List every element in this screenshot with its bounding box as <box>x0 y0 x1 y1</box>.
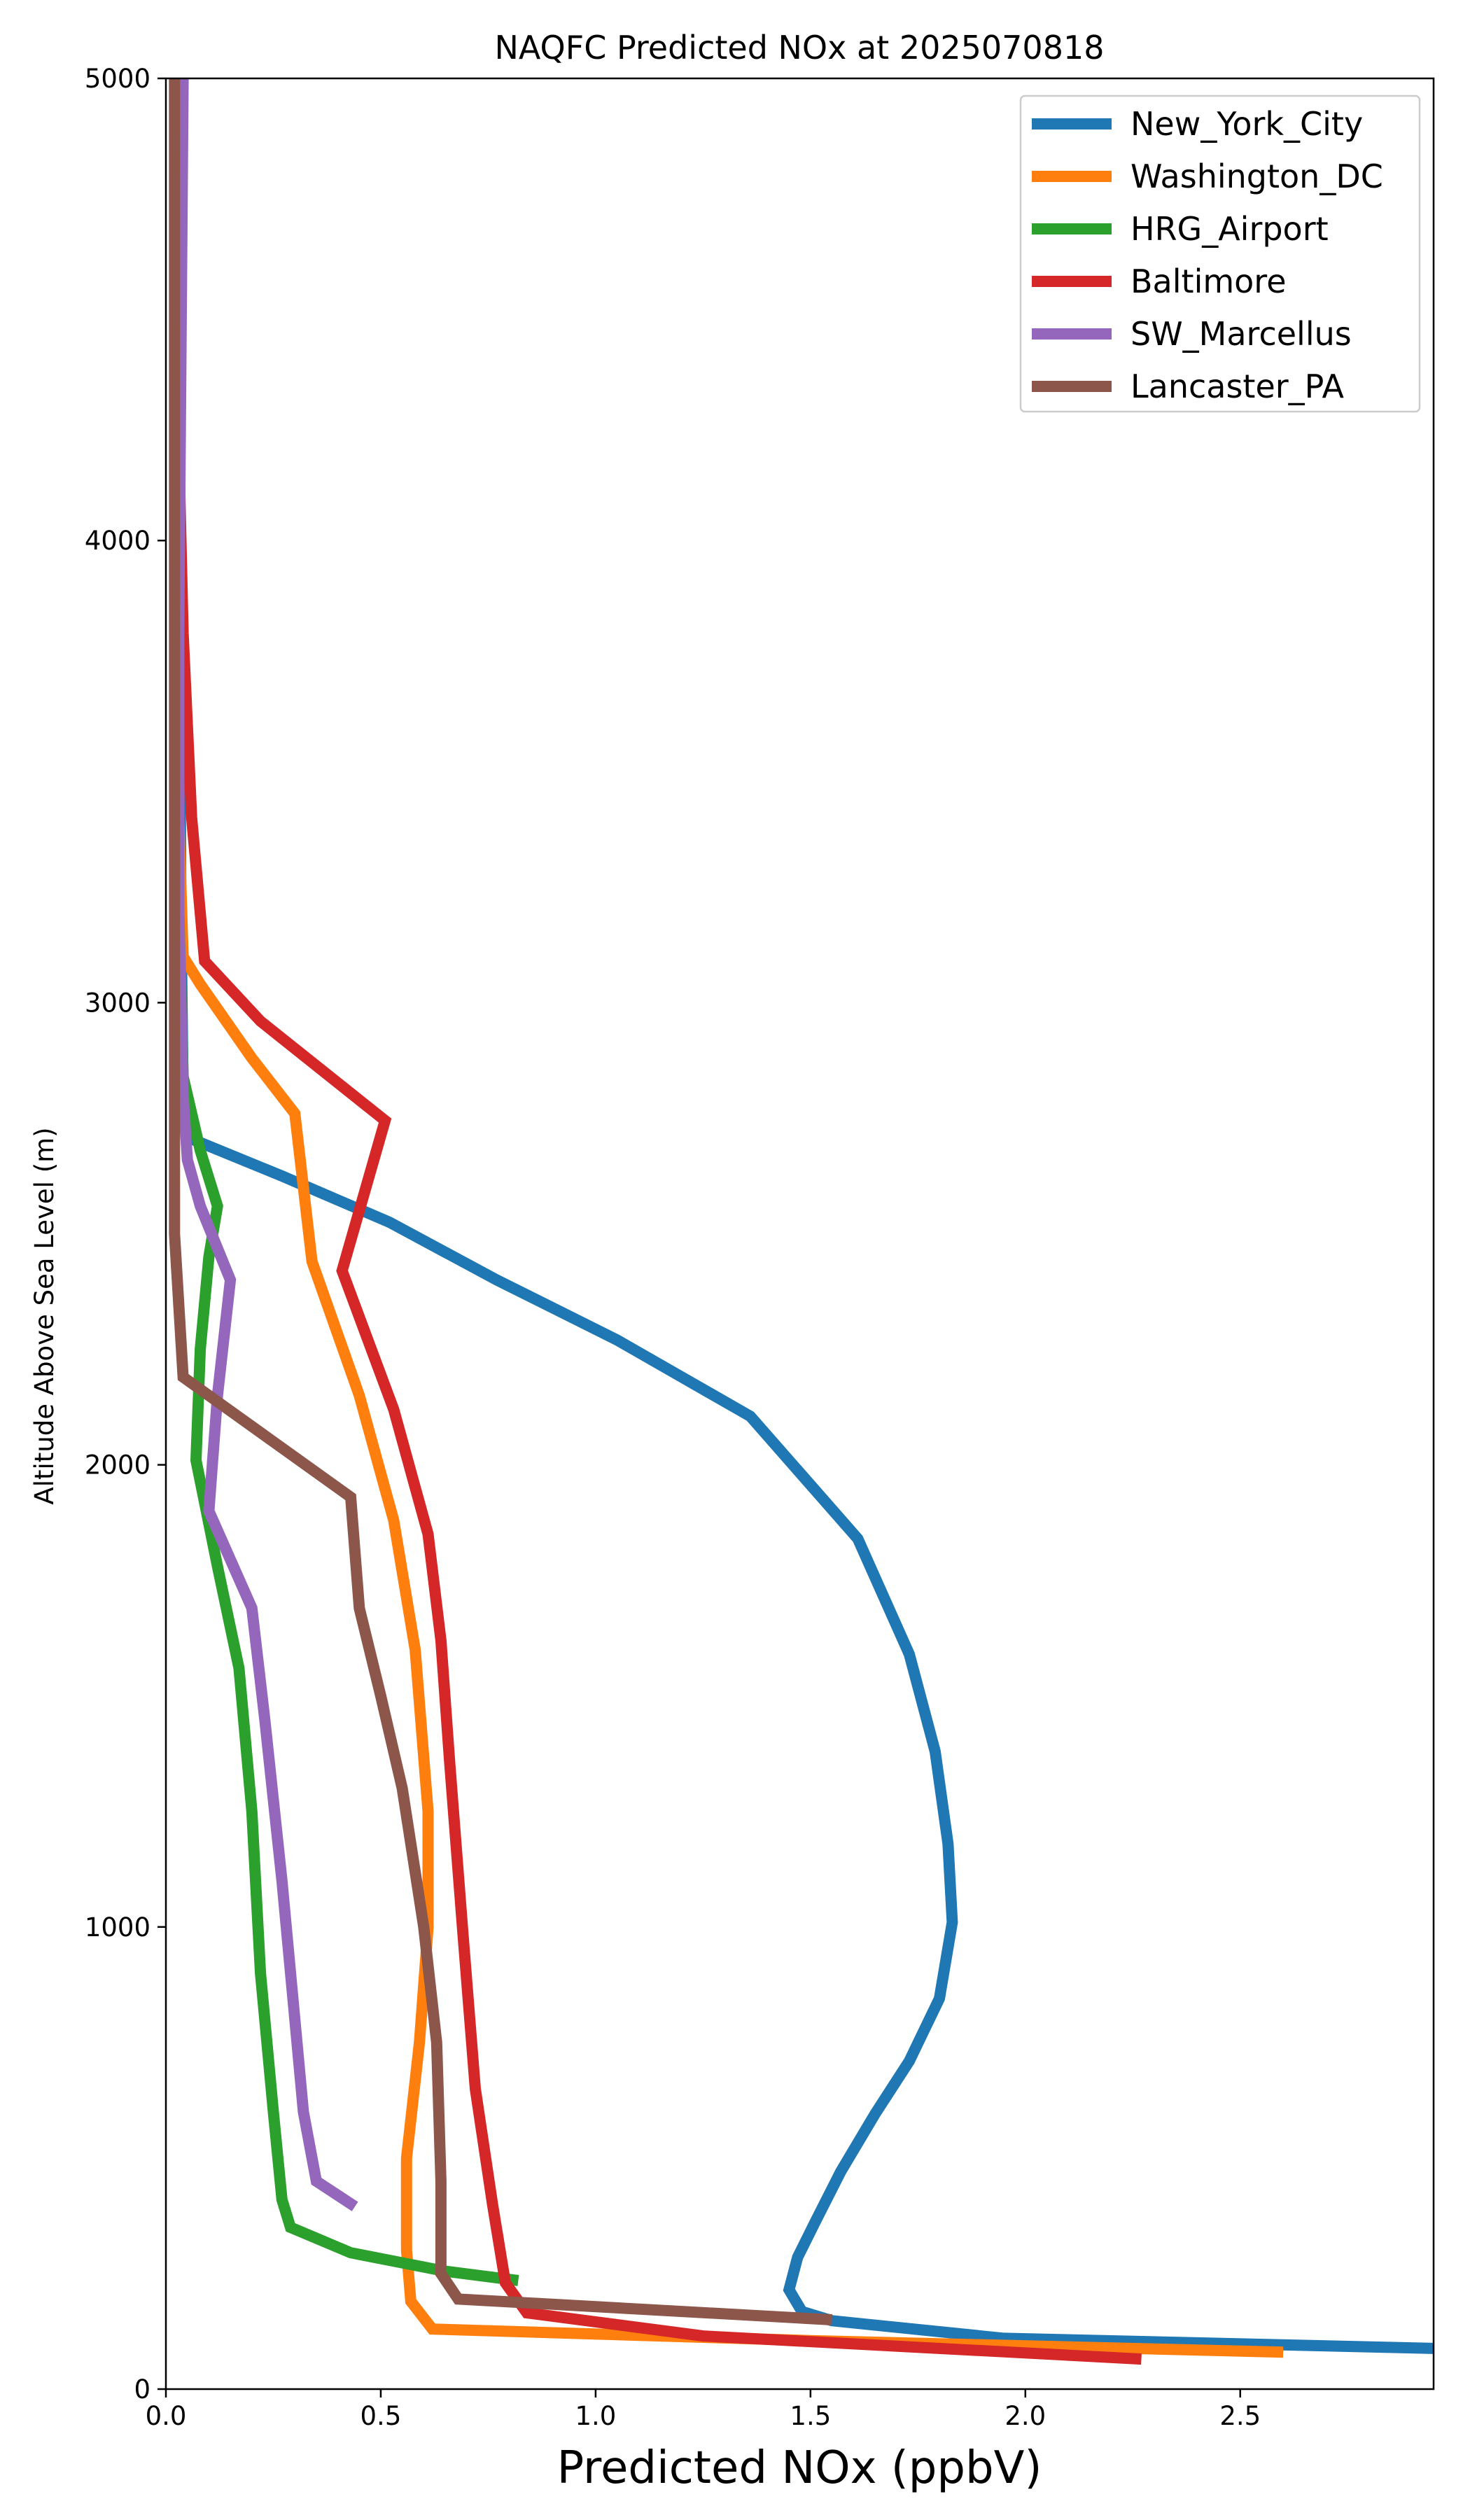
series-line-lancaster-pa <box>169 78 832 2325</box>
x-axis-label: Predicted NOx (ppbV) <box>557 2442 1042 2494</box>
x-tick-label: 2.0 <box>1004 2401 1046 2431</box>
series-line-baltimore <box>173 78 1142 2365</box>
legend: New_York_City Washington_DC HRG_Airport Bal… <box>1019 94 1421 413</box>
y-tick-label: 2000 <box>85 1450 150 1480</box>
chart-title: NAQFC Predicted NOx at 2025070818 <box>494 29 1104 66</box>
legend-label-washington-dc: Washington_DC <box>1130 158 1383 195</box>
x-tick-label: 1.5 <box>790 2401 831 2431</box>
legend-box <box>1019 94 1421 413</box>
legend-label-lancaster-pa: Lancaster_PA <box>1130 368 1344 405</box>
legend-label-new-york-city: New_York_City <box>1130 105 1363 143</box>
x-tick-label: 2.5 <box>1219 2401 1261 2431</box>
plot-frame <box>164 77 1435 2390</box>
x-tick-label: 0.5 <box>360 2401 402 2431</box>
y-axis-label: Altitude Above Sea Level (m) <box>29 1127 59 1504</box>
y-axis: 0 1000 2000 3000 4000 5000 <box>85 64 166 2404</box>
series-line-new-york-city <box>173 78 1434 2354</box>
legend-label-baltimore: Baltimore <box>1130 262 1287 300</box>
y-tick-label: 3000 <box>85 988 150 1018</box>
series-line-washington-dc <box>173 78 1284 2358</box>
plot-area <box>169 78 1434 2365</box>
y-tick-label: 1000 <box>85 1912 150 1942</box>
x-tick-label: 1.0 <box>575 2401 616 2431</box>
y-tick-label: 0 <box>134 2374 150 2404</box>
legend-label-hrg-airport: HRG_Airport <box>1130 210 1329 248</box>
y-tick-label: 4000 <box>85 526 150 556</box>
x-axis: 0.0 0.5 1.0 1.5 2.0 2.5 <box>146 2389 1261 2431</box>
y-tick-label: 5000 <box>85 64 150 94</box>
x-tick-label: 0.0 <box>146 2401 187 2431</box>
legend-label-sw-marcellus: SW_Marcellus <box>1130 315 1352 353</box>
